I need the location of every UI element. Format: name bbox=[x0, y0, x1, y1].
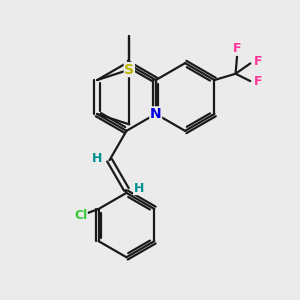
Text: F: F bbox=[254, 75, 263, 88]
Text: F: F bbox=[233, 42, 241, 55]
Text: S: S bbox=[124, 63, 134, 76]
Text: Cl: Cl bbox=[74, 209, 87, 222]
Text: F: F bbox=[254, 56, 263, 68]
Text: N: N bbox=[150, 107, 162, 121]
Text: H: H bbox=[134, 182, 144, 194]
Text: H: H bbox=[92, 152, 102, 165]
